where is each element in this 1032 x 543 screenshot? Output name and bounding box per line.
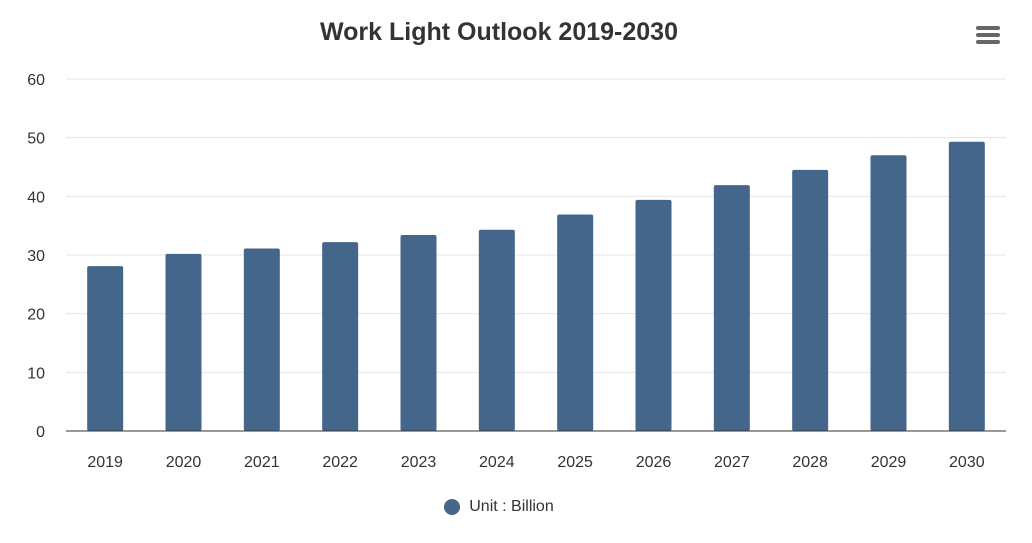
y-tick-label-30: 30	[27, 248, 45, 265]
x-tick-label-2030: 2030	[949, 454, 985, 471]
bar-2027[interactable]	[713, 185, 750, 431]
x-tick-label-2021: 2021	[244, 454, 280, 471]
bar-2025[interactable]	[557, 214, 594, 431]
x-tick-label-2026: 2026	[636, 454, 672, 471]
x-tick-label-2025: 2025	[557, 454, 593, 471]
x-tick-label-2029: 2029	[871, 454, 907, 471]
legend-marker-icon	[444, 499, 461, 515]
legend-item-unit-billion[interactable]: Unit : Billion	[444, 498, 554, 516]
bar-2021[interactable]	[243, 248, 280, 431]
chart-menu-button[interactable]	[973, 24, 1003, 50]
y-tick-label-0: 0	[36, 424, 45, 441]
bar-2023[interactable]	[400, 235, 437, 431]
x-tick-label-2028: 2028	[792, 454, 828, 471]
hamburger-menu-icon	[976, 26, 1000, 30]
bar-2026[interactable]	[635, 199, 672, 431]
chart-legend: Unit : Billion	[0, 498, 998, 520]
legend-label: Unit : Billion	[469, 498, 554, 515]
x-tick-label-2019: 2019	[87, 454, 123, 471]
bar-2022[interactable]	[322, 242, 359, 431]
x-tick-label-2020: 2020	[166, 454, 202, 471]
chart-title: Work Light Outlook 2019-2030	[320, 18, 678, 46]
y-tick-label-20: 20	[27, 307, 45, 324]
y-tick-label-10: 10	[27, 365, 45, 382]
x-tick-label-2022: 2022	[322, 454, 358, 471]
bar-2028[interactable]	[792, 169, 829, 431]
x-tick-label-2024: 2024	[479, 454, 515, 471]
bar-2024[interactable]	[478, 229, 515, 431]
x-tick-label-2027: 2027	[714, 454, 750, 471]
x-tick-label-2023: 2023	[401, 454, 437, 471]
bar-2020[interactable]	[165, 253, 202, 431]
bar-2019[interactable]	[87, 266, 124, 431]
y-tick-label-50: 50	[27, 131, 45, 148]
y-tick-label-40: 40	[27, 189, 45, 206]
bar-2029[interactable]	[870, 155, 907, 431]
y-tick-label-60: 60	[27, 72, 45, 89]
bar-2030[interactable]	[948, 141, 985, 432]
